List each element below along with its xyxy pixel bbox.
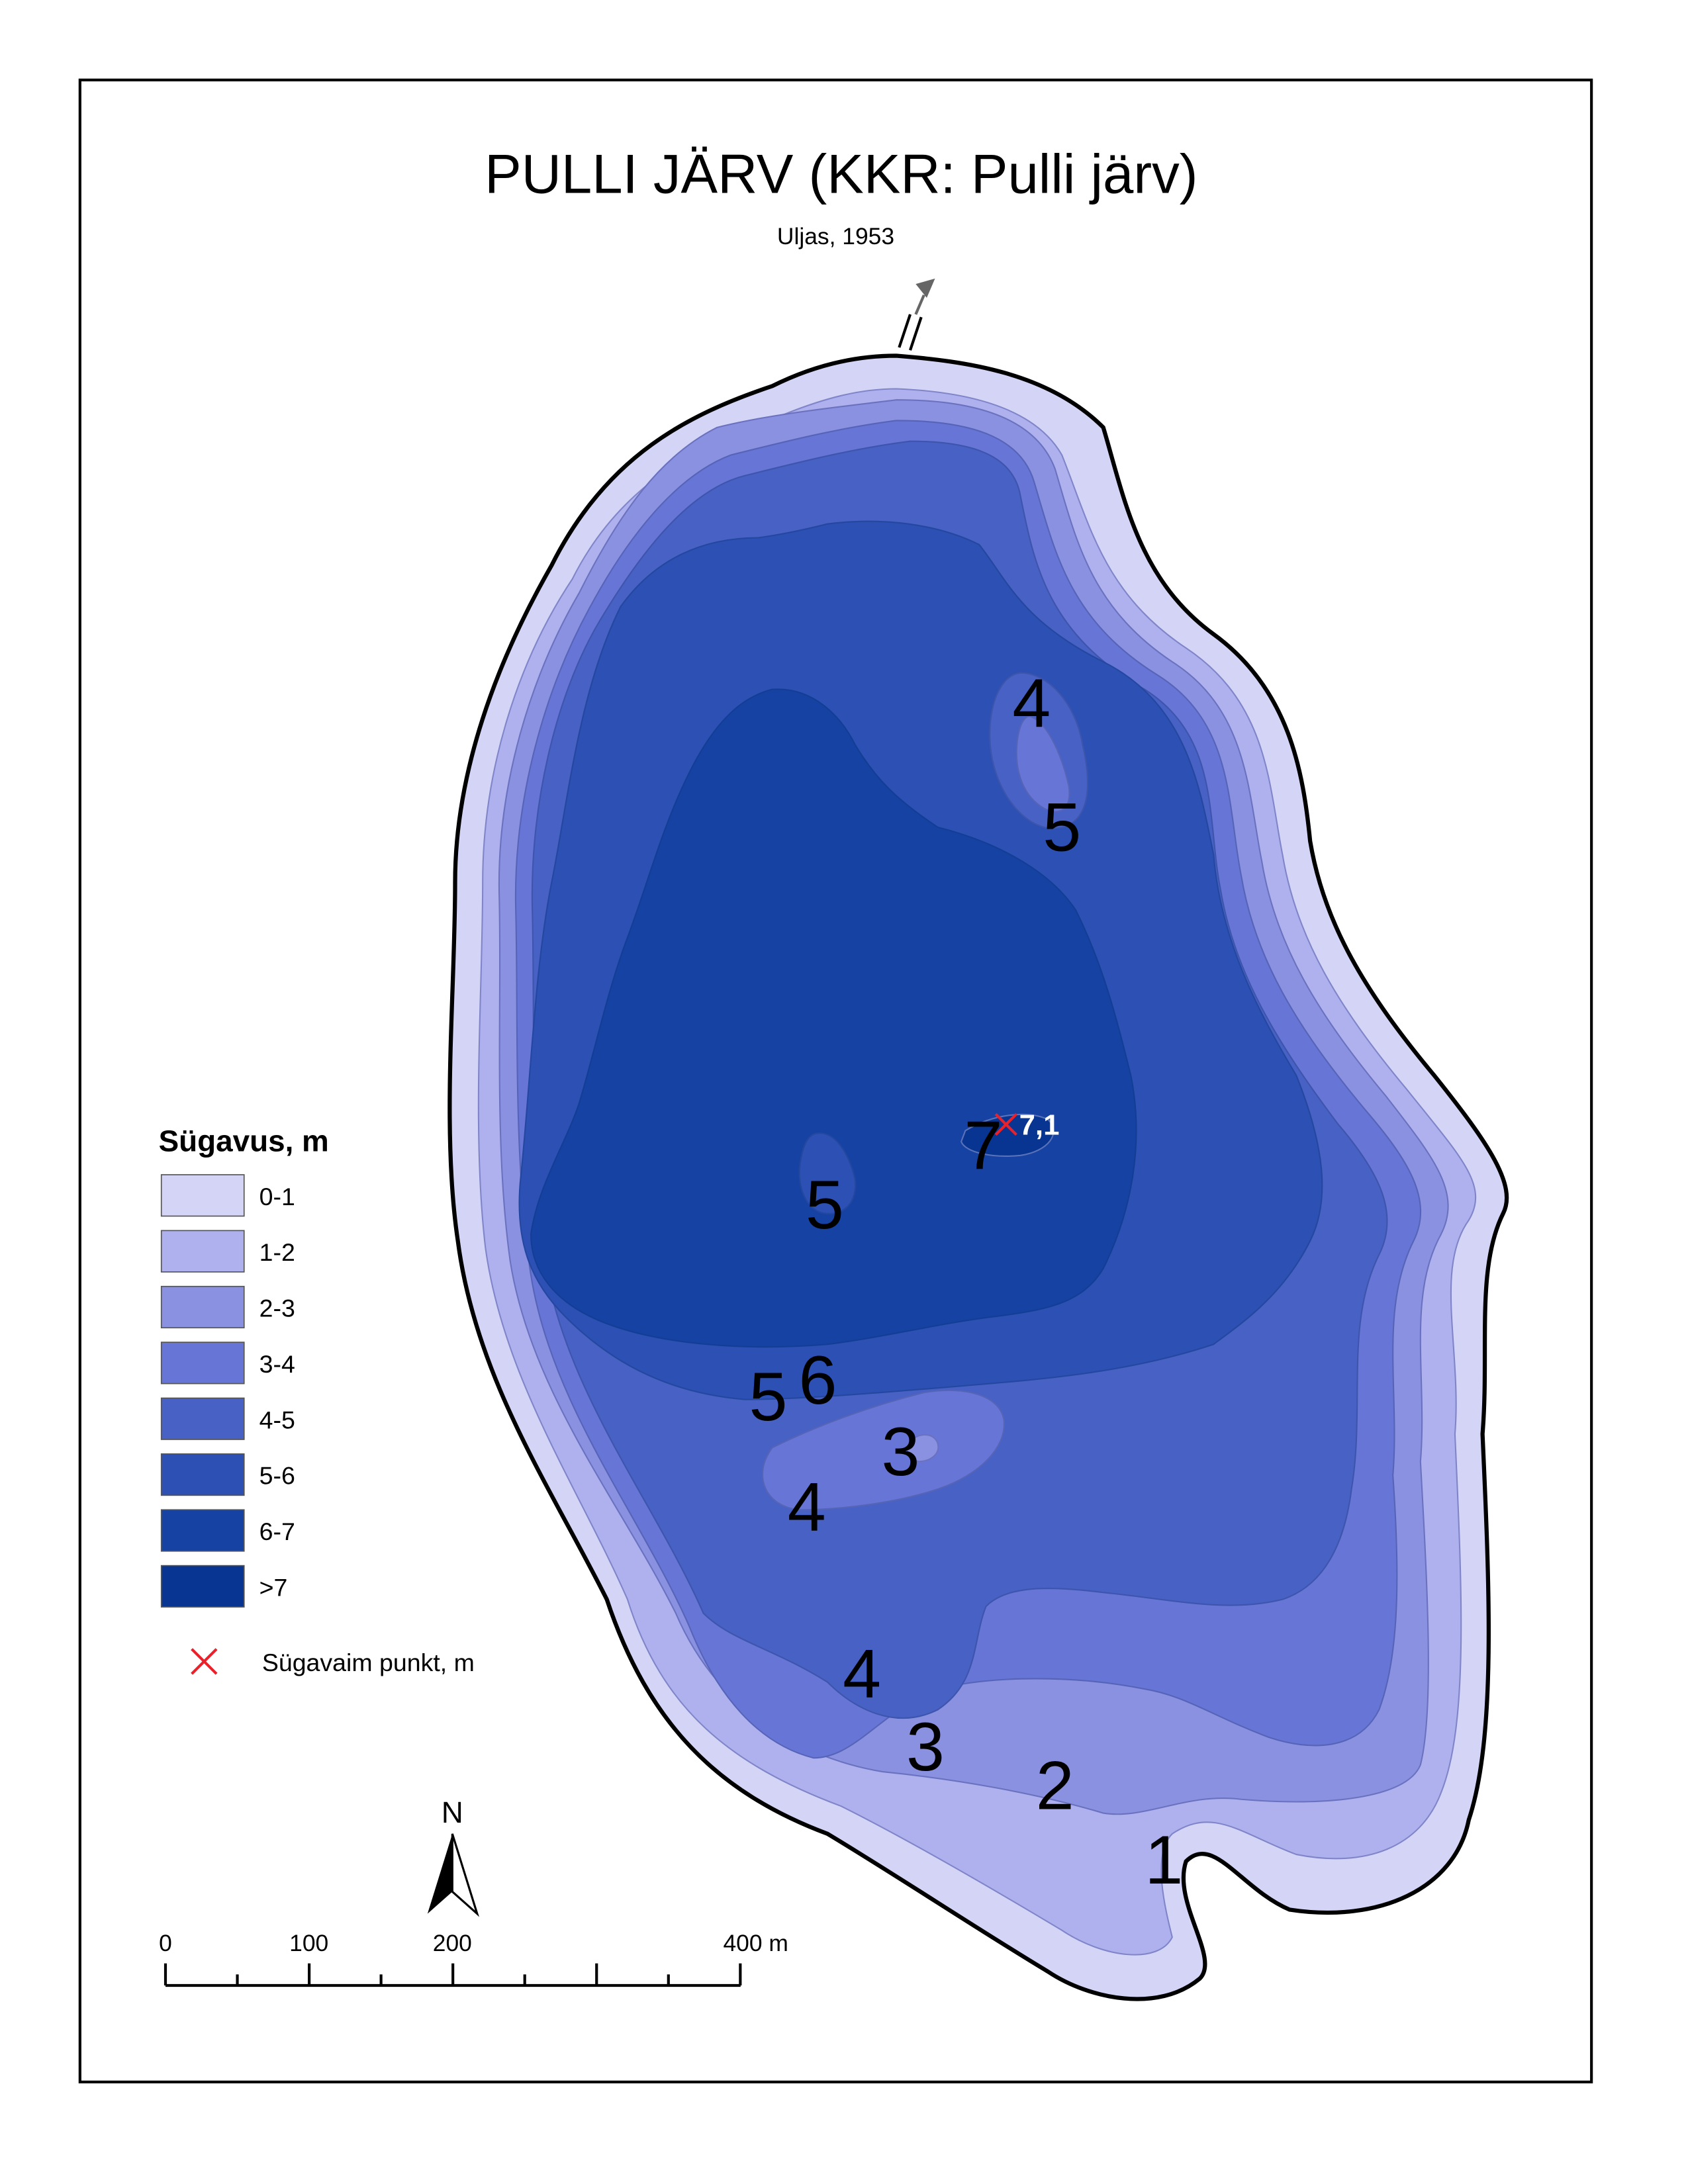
shoal-south-2	[906, 1434, 939, 1463]
legend-deepest-label: Sügavaim punkt, m	[262, 1649, 475, 1676]
shoal-center-5	[798, 1132, 857, 1214]
scale-ticks	[164, 1963, 742, 1985]
legend-swatch	[160, 1342, 245, 1385]
legend-swatch	[160, 1453, 245, 1496]
legend-item: 1-2	[160, 1230, 295, 1273]
legend-label: 5-6	[259, 1462, 295, 1490]
legend-swatch	[160, 1230, 245, 1273]
scale-label: 400 m	[723, 1930, 788, 1956]
contour-label: 5	[749, 1359, 787, 1435]
contour-label: 4	[843, 1636, 881, 1713]
legend-swatch	[160, 1397, 245, 1440]
map-subtitle: Uljas, 1953	[777, 223, 894, 250]
depth-zone-over-7	[960, 1113, 1055, 1157]
north-arrow-icon: N	[427, 1796, 479, 1917]
contour-label: 3	[906, 1709, 945, 1786]
legend-title: Sügavus, m	[159, 1124, 329, 1158]
legend-item: 6-7	[160, 1509, 295, 1552]
map-title: PULLI JÄRV (KKR: Pulli järv)	[485, 144, 1197, 205]
legend-item: 0-1	[160, 1174, 295, 1217]
legend-swatch	[160, 1509, 245, 1552]
legend-swatch	[160, 1174, 245, 1217]
contour-label: 4	[788, 1469, 826, 1546]
legend-item: 3-4	[160, 1342, 295, 1385]
contour-label: 2	[1036, 1747, 1074, 1824]
x-marker-icon	[994, 1113, 1017, 1136]
legend-item: 5-6	[160, 1453, 295, 1496]
shoal-south-3	[761, 1389, 1005, 1511]
depth-zone-6-7	[530, 688, 1137, 1348]
legend-label: 0-1	[259, 1183, 295, 1210]
outflow-arrow-icon	[898, 278, 935, 351]
lake-depth-zones	[449, 355, 1507, 1999]
legend-item: 2-3	[160, 1285, 295, 1329]
scale-bar: 0 100 200 400 m	[159, 1930, 788, 1987]
deepest-point-value: 7,1	[1019, 1109, 1060, 1142]
x-marker-icon	[191, 1648, 218, 1675]
contour-label: 7	[964, 1108, 1002, 1185]
contour-label: 6	[798, 1342, 837, 1419]
legend-items: 0-1 1-2 2-3 3-4 4-5 5-6 6-7 >7	[160, 1174, 295, 1608]
legend-label: 4-5	[259, 1406, 295, 1433]
legend-item: 4-5	[160, 1397, 295, 1440]
legend-item: >7	[160, 1565, 288, 1608]
north-label: N	[442, 1796, 463, 1829]
legend-label: 3-4	[259, 1350, 295, 1378]
scale-label: 100	[289, 1930, 328, 1956]
lake-shoreline	[447, 353, 1509, 2001]
legend-swatch	[160, 1285, 245, 1329]
legend-label: 6-7	[259, 1518, 295, 1545]
shoal-north-3	[1015, 715, 1070, 813]
legend-deepest-point: Sügavaim punkt, m	[191, 1648, 475, 1676]
contour-label: 1	[1145, 1822, 1183, 1899]
depth-contour-labels: 4 5 7 5 5 6 3 4 4 3 2 1	[749, 665, 1183, 1899]
legend-label: 2-3	[259, 1295, 295, 1322]
scale-label: 200	[433, 1930, 472, 1956]
contour-label: 4	[1012, 665, 1051, 742]
legend-label: >7	[259, 1573, 288, 1601]
contour-label: 5	[806, 1167, 844, 1244]
legend-swatch	[160, 1565, 245, 1608]
scale-label: 0	[159, 1930, 172, 1956]
deepest-point: 7,1	[994, 1109, 1060, 1142]
legend: Sügavus, m 0-1 1-2 2-3 3-4 4-5 5-6 6-7 >7 Sügav…	[159, 1124, 475, 1676]
legend-label: 1-2	[259, 1238, 295, 1266]
contour-label: 5	[1043, 789, 1081, 866]
contour-label: 3	[881, 1414, 919, 1490]
